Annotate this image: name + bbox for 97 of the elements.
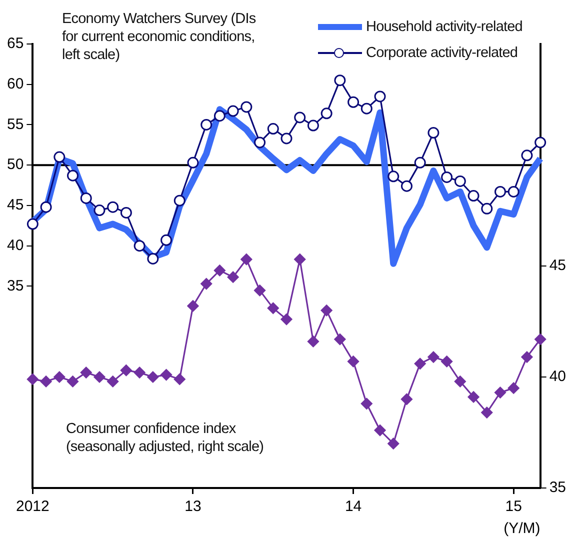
point [26,218,38,230]
point [280,314,292,326]
point [254,284,266,296]
x-tick-label: 2012 [16,498,50,516]
point [134,366,146,378]
point [521,150,533,162]
point [294,254,306,266]
point [254,136,266,148]
legend-label: Corporate activity-related [366,45,518,61]
y2-tick-label: 35 [549,479,566,496]
point [174,194,186,206]
annotation: Consumer confidence index (seasonally adjusted, right scale) [66,420,265,456]
point [454,175,466,187]
point [200,278,212,290]
point [494,186,506,198]
point [94,371,106,383]
point [400,393,412,405]
x-tick-label: 13 [184,498,202,516]
point [267,302,279,314]
point [240,254,252,266]
point [120,364,132,376]
point [54,151,66,163]
point [494,386,506,398]
point [360,102,372,114]
point [481,202,493,214]
point [348,96,360,108]
point [481,406,493,418]
point [360,398,372,410]
point [80,192,92,204]
point [267,123,279,135]
y-tick-label: 60 [6,76,24,93]
point [428,351,440,363]
point [80,366,92,378]
point [94,204,106,216]
y-tick-label: 65 [6,35,24,52]
point [468,190,480,202]
legend-label: Household activity-related [366,19,522,35]
point [400,180,412,192]
point [508,186,520,198]
point [348,356,360,368]
point [280,132,292,144]
point [40,376,52,388]
point [320,304,332,316]
annotation: Economy Watchers Survey (DIs for current economic conditions, left scale) [62,10,257,64]
point [414,156,426,168]
point [508,382,520,394]
point [441,356,453,368]
point [428,127,440,139]
point [334,74,346,86]
point [26,373,38,385]
point [160,369,172,381]
point [160,234,172,246]
point [134,240,146,252]
point [441,171,453,183]
point [187,300,199,312]
x-axis-title: (Y/M) [504,520,540,538]
y2-tick-label: 40 [549,368,566,386]
y-tick-label: 40 [6,236,24,254]
point [307,336,319,348]
point [40,201,52,213]
point [147,371,159,383]
point [187,156,199,168]
point [174,373,186,385]
y-tick-label: 35 [6,277,24,294]
point [320,108,332,120]
point [468,391,480,403]
point [227,105,239,117]
point [120,206,132,218]
point [200,118,212,130]
point [214,110,226,122]
point [521,351,533,363]
point [534,334,546,346]
point [307,120,319,132]
point [454,376,466,388]
point [374,424,386,436]
point [67,170,79,182]
point [240,101,252,113]
point [294,112,306,124]
point [227,271,239,283]
point [414,358,426,370]
point [334,334,346,346]
point [107,201,119,213]
x-tick-label: 14 [344,498,362,516]
y-tick-label: 55 [6,116,24,133]
y-tick-label: 50 [6,156,24,174]
point [214,264,226,276]
y2-tick-label: 45 [549,257,566,274]
point [388,170,400,182]
point [147,252,159,264]
point [534,136,546,148]
point [374,90,386,102]
point [67,376,79,388]
point [107,376,119,388]
point [54,371,66,383]
x-tick-label: 15 [505,498,522,516]
y-tick-label: 45 [6,196,24,214]
point [388,438,400,450]
